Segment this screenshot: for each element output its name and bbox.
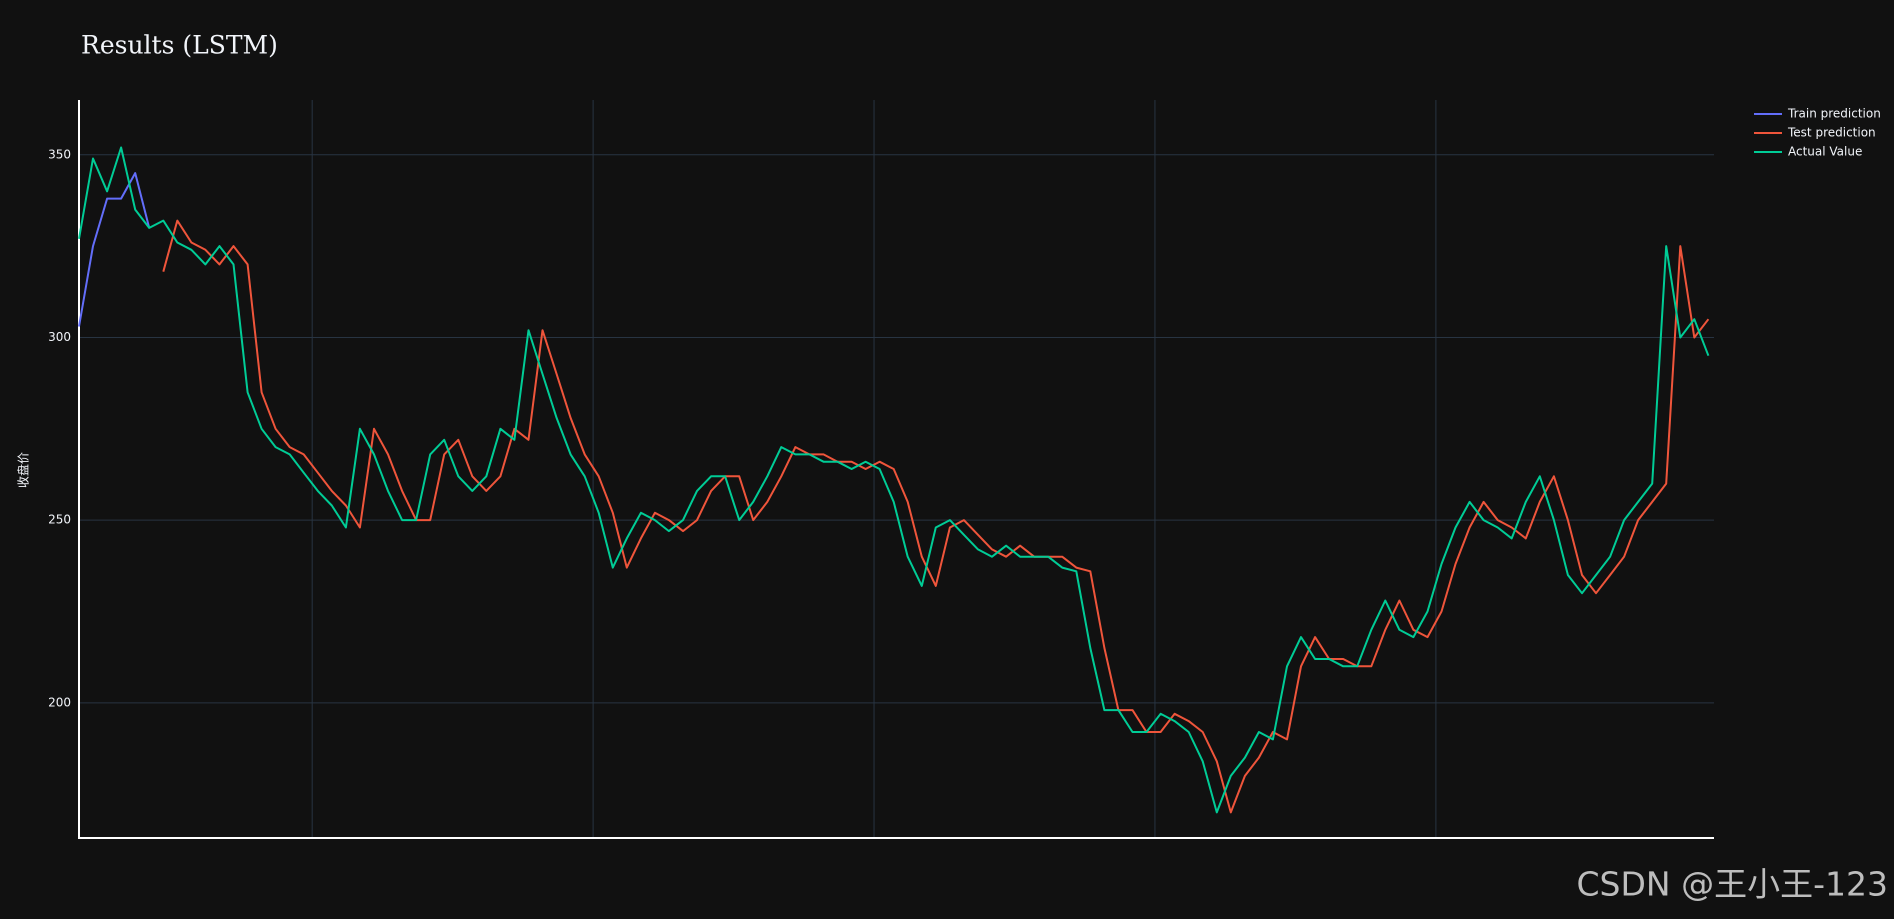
- legend-label: Test prediction: [1787, 126, 1876, 140]
- series-line: [78, 172, 151, 327]
- y-tick-label: 250: [48, 513, 71, 527]
- series-line: [78, 146, 1710, 814]
- watermark: CSDN @王小王-123: [1577, 865, 1888, 904]
- legend-label: Actual Value: [1788, 145, 1862, 159]
- y-tick-label: 350: [48, 147, 71, 161]
- y-tick-label: 200: [48, 695, 71, 709]
- y-axis-label: 收盘价: [16, 452, 31, 488]
- y-tick-label: 300: [48, 330, 71, 344]
- chart-title: Results (LSTM): [81, 31, 278, 60]
- legend-label: Train prediction: [1787, 107, 1881, 121]
- series-line: [162, 219, 1710, 814]
